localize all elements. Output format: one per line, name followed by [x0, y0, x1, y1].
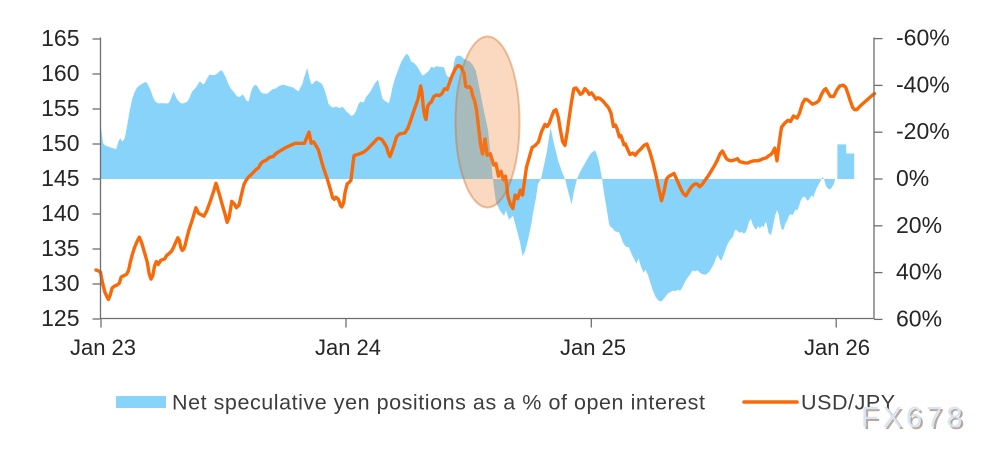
svg-text:Net speculative yen positions: Net speculative yen positions as a % of …: [172, 391, 706, 415]
svg-text:145: 145: [41, 165, 79, 191]
svg-text:Jan 26: Jan 26: [804, 335, 870, 360]
svg-text:165: 165: [41, 25, 79, 51]
svg-text:Jan 23: Jan 23: [70, 335, 136, 360]
svg-text:155: 155: [41, 95, 79, 121]
svg-text:140: 140: [41, 200, 79, 226]
svg-text:60%: 60%: [896, 305, 942, 331]
svg-text:150: 150: [41, 130, 79, 156]
svg-text:-40%: -40%: [896, 71, 950, 97]
svg-text:FX678: FX678: [861, 402, 966, 434]
svg-text:130: 130: [41, 270, 79, 296]
svg-text:125: 125: [41, 305, 79, 331]
svg-text:-20%: -20%: [896, 118, 950, 144]
svg-text:135: 135: [41, 235, 79, 261]
svg-text:Jan 25: Jan 25: [560, 335, 626, 360]
svg-text:USD/JPY: USD/JPY: [801, 391, 896, 415]
svg-text:0%: 0%: [896, 165, 929, 191]
svg-text:20%: 20%: [896, 212, 942, 238]
svg-text:160: 160: [41, 60, 79, 86]
svg-text:-60%: -60%: [896, 25, 950, 51]
svg-text:40%: 40%: [896, 259, 942, 285]
svg-text:Jan 24: Jan 24: [315, 335, 381, 360]
